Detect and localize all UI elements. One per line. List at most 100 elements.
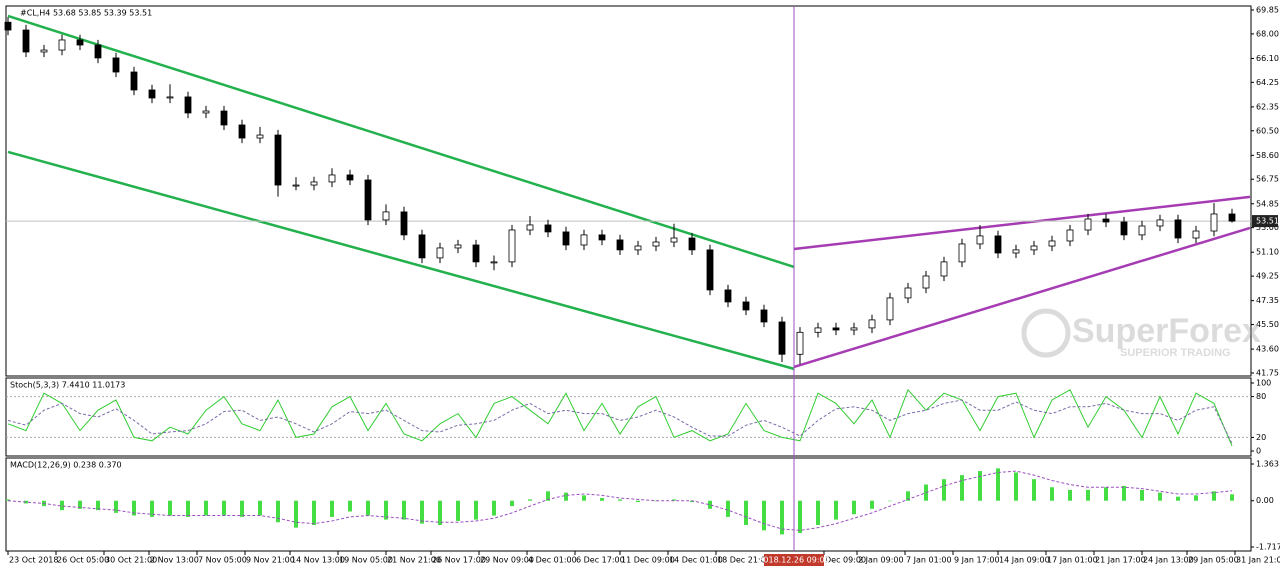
candle-body <box>94 44 102 59</box>
crosshair-label: 2018.12.26 09:00 <box>758 556 829 565</box>
macd-bar <box>330 500 334 517</box>
candle-body <box>958 243 966 263</box>
y-tick-label: -1.717 <box>1256 543 1280 552</box>
candle-body <box>4 21 12 31</box>
x-tick-label: 29 Nov 09:00 <box>480 556 534 565</box>
x-tick-label: 7 Jan 01:00 <box>906 556 952 565</box>
main-pane-frame <box>5 5 1252 377</box>
x-tick-label: 9 Jan 17:00 <box>954 556 1000 565</box>
macd-bar <box>1194 495 1198 501</box>
candle-body <box>1138 225 1146 236</box>
candle-body <box>1120 221 1128 236</box>
y-tick-label: 58.60 <box>1256 151 1279 160</box>
macd-bar <box>1068 489 1072 501</box>
macd-bar <box>690 500 694 503</box>
y-tick-label: 0 <box>1256 447 1261 456</box>
y-tick-label: 69.85 <box>1256 6 1279 15</box>
x-tick-label: 26 Oct 05:00 <box>57 556 109 565</box>
candle-body <box>1156 219 1164 227</box>
candle-body <box>1030 245 1038 251</box>
macd-bar <box>780 500 784 535</box>
candle-body <box>886 297 894 321</box>
macd-bar <box>960 475 964 501</box>
x-tick-label: 17 Jan 01:00 <box>1047 556 1098 565</box>
candle-body <box>400 211 408 236</box>
candle-body <box>508 229 516 263</box>
x-tick-label: 9 Nov 21:00 <box>246 556 295 565</box>
macd-bar <box>906 491 910 501</box>
candle-body <box>1192 230 1200 239</box>
watermark-logo <box>1021 308 1071 358</box>
crosshair-box <box>764 554 824 566</box>
watermark-brand: SuperForex <box>1072 312 1261 350</box>
candle-body <box>994 235 1002 254</box>
candle-body <box>634 245 642 251</box>
x-tick-label: 30 Oct 21:00 <box>105 556 157 565</box>
x-tick-label: 24 Jan 13:00 <box>1143 556 1194 565</box>
candle-body <box>598 234 606 241</box>
x-tick-label: 18 Dec 21:00 <box>717 556 771 565</box>
y-tick-label: 68.00 <box>1256 29 1279 38</box>
macd-bar <box>186 500 190 517</box>
macd-bar <box>816 500 820 525</box>
macd-bar <box>1158 492 1162 501</box>
x-tick-label: 14 Nov 13:00 <box>291 556 345 565</box>
macd-bar <box>672 499 676 501</box>
candle-body <box>130 71 138 91</box>
macd-bar <box>510 500 514 507</box>
candle-body <box>1210 213 1218 232</box>
macd-bar <box>888 500 892 502</box>
candle-body <box>292 184 300 187</box>
last-price-box <box>1252 215 1278 228</box>
trendline <box>793 226 1251 369</box>
macd-bar <box>582 495 586 501</box>
macd-bar <box>1014 472 1018 501</box>
trendline <box>7 14 795 269</box>
candle-body <box>544 224 552 233</box>
y-tick-label: 62.35 <box>1256 102 1279 111</box>
y-tick-label: 53.00 <box>1256 223 1279 232</box>
y-tick-label: 49.25 <box>1256 272 1279 281</box>
macd-bar <box>312 500 316 525</box>
macd-bar <box>276 500 280 523</box>
candle-body <box>976 235 984 245</box>
macd-header: MACD(12,26,9) 0.238 0.370 <box>10 461 122 470</box>
macd-bar <box>600 498 604 501</box>
candle-body <box>490 261 498 264</box>
candle-body <box>526 224 534 231</box>
macd-bar <box>852 500 856 515</box>
candle-body <box>1048 240 1056 247</box>
candle-body <box>796 331 804 355</box>
macd-bar <box>636 500 640 503</box>
x-tick-label: 21 Nov 21:00 <box>387 556 441 565</box>
macd-bar <box>150 500 154 517</box>
macd-bar <box>402 500 406 520</box>
candle-body <box>904 287 912 299</box>
candle-body <box>814 327 822 333</box>
y-tick-label: 60.50 <box>1256 126 1279 135</box>
stoch-pane-frame <box>5 377 1252 457</box>
x-tick-label: 23 Oct 2018 <box>9 556 58 565</box>
macd-bar <box>762 500 766 531</box>
indicator-line <box>7 388 1233 447</box>
y-tick-label: 66.10 <box>1256 54 1279 63</box>
candle-body <box>778 321 786 355</box>
macd-bar <box>726 500 730 517</box>
x-tick-label: 14 Jan 09:00 <box>999 556 1050 565</box>
y-tick-label: 56.75 <box>1256 175 1279 184</box>
macd-bar <box>870 500 874 509</box>
x-tick-label: 31 Jan 21:00 <box>1236 556 1280 565</box>
candle-body <box>148 89 156 99</box>
macd-bar <box>1086 489 1090 501</box>
macd-bar <box>834 500 838 520</box>
y-tick-label: 45.50 <box>1256 320 1279 329</box>
macd-bar <box>222 500 226 516</box>
candle-body <box>1066 229 1074 242</box>
candle-body <box>868 319 876 329</box>
macd-bar <box>654 500 658 502</box>
x-tick-label: 26 Nov 17:00 <box>432 556 486 565</box>
last-price-label: 53.51 <box>1256 217 1279 226</box>
y-tick-label: 43.60 <box>1256 345 1279 354</box>
y-tick-label: 54.85 <box>1256 199 1279 208</box>
